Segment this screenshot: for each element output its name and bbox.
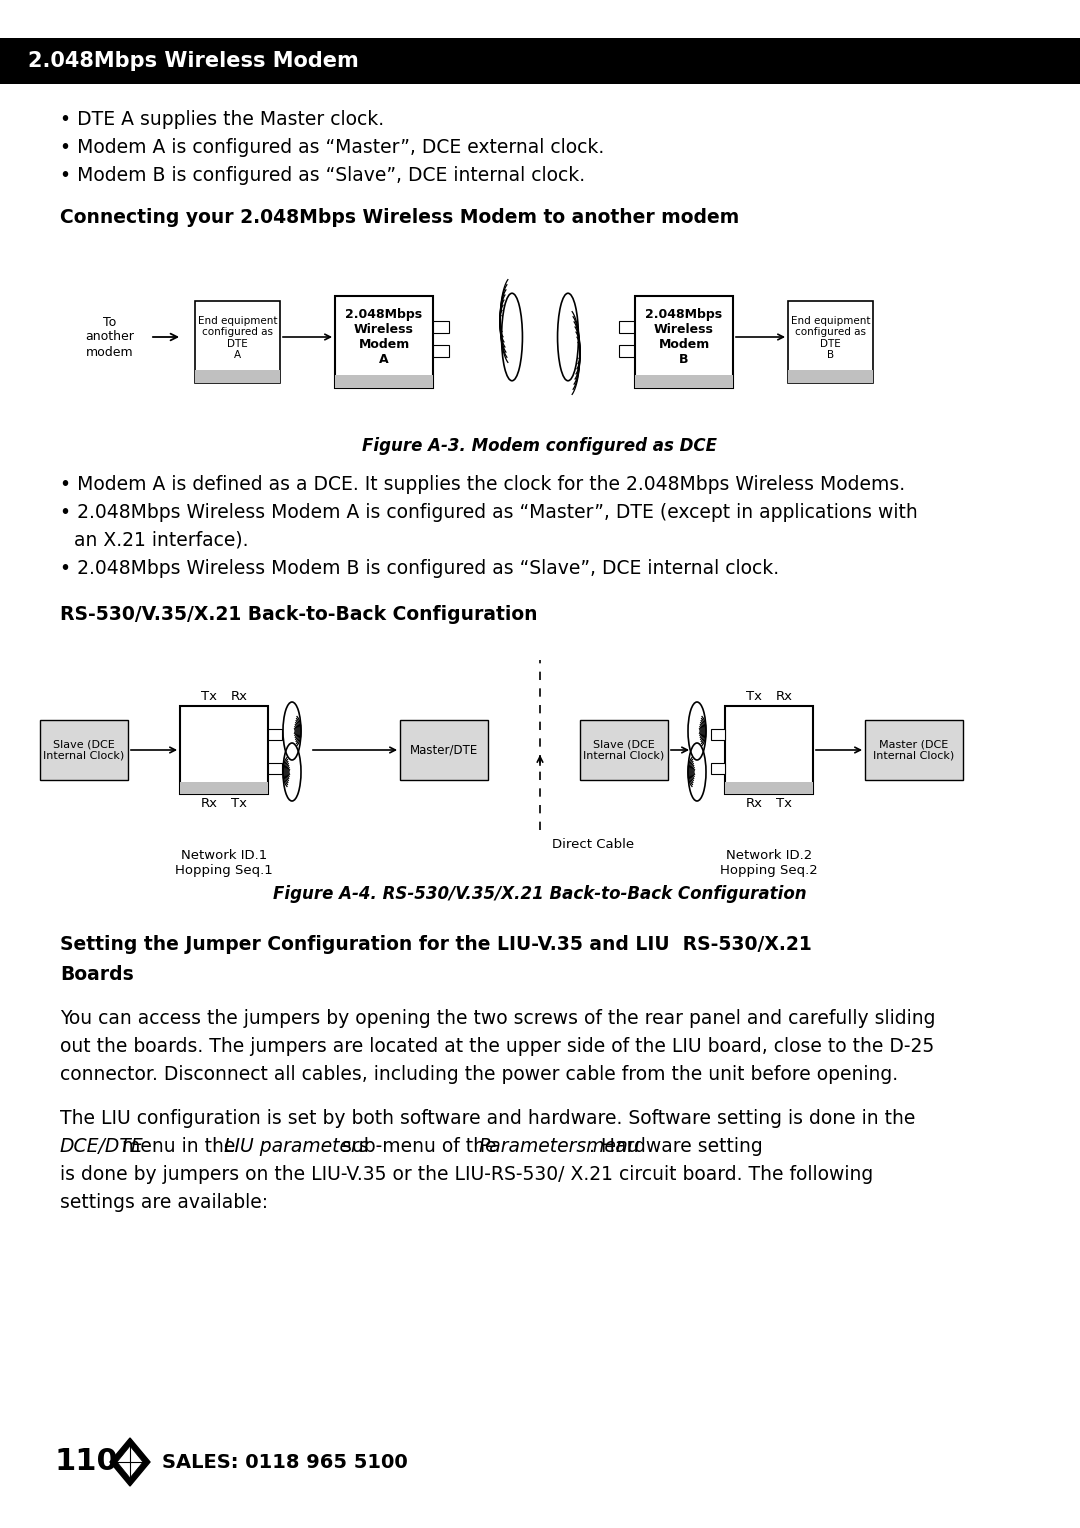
Text: menu in the: menu in the — [116, 1137, 241, 1157]
Bar — [180, 706, 268, 795]
Bar — [335, 374, 433, 388]
Bar — [619, 345, 635, 358]
Text: 2.048Mbps
Wireless
Modem
A: 2.048Mbps Wireless Modem A — [346, 309, 422, 367]
Text: • 2.048Mbps Wireless Modem B is configured as “Slave”, DCE internal clock.: • 2.048Mbps Wireless Modem B is configur… — [60, 559, 779, 578]
Bar — [268, 762, 282, 775]
Text: Network ID.1
Hopping Seq.1: Network ID.1 Hopping Seq.1 — [175, 850, 273, 877]
Text: Tx: Tx — [201, 691, 217, 703]
Polygon shape — [110, 1438, 150, 1487]
Bar — [788, 370, 873, 384]
Bar — [335, 296, 433, 388]
Text: End equipment
configured as
DTE
B: End equipment configured as DTE B — [791, 316, 870, 361]
Text: 2.048Mbps
Wireless
Modem
B: 2.048Mbps Wireless Modem B — [646, 309, 723, 367]
Bar — [433, 321, 449, 333]
Text: Rx: Rx — [775, 691, 793, 703]
Text: Slave (DCE
Internal Clock): Slave (DCE Internal Clock) — [43, 740, 124, 761]
Bar — [865, 720, 963, 779]
Text: Figure A-3. Modem configured as DCE: Figure A-3. Modem configured as DCE — [363, 437, 717, 455]
Text: Boards: Boards — [60, 966, 134, 984]
Text: • Modem A is configured as “Master”, DCE external clock.: • Modem A is configured as “Master”, DCE… — [60, 138, 604, 157]
Text: RS-530/V.35/X.21 Back-to-Back Configuration: RS-530/V.35/X.21 Back-to-Back Configurat… — [60, 605, 538, 623]
Text: 2.048Mbps Wireless Modem: 2.048Mbps Wireless Modem — [28, 50, 359, 70]
Text: Tx: Tx — [746, 691, 762, 703]
Text: SALES: 0118 965 5100: SALES: 0118 965 5100 — [162, 1453, 408, 1471]
Text: DCE/DTE: DCE/DTE — [60, 1137, 144, 1157]
Bar — [619, 321, 635, 333]
Text: The LIU configuration is set by both software and hardware. Software setting is : The LIU configuration is set by both sof… — [60, 1109, 916, 1128]
Bar — [635, 374, 733, 388]
Text: settings are available:: settings are available: — [60, 1193, 268, 1212]
Text: an X.21 interface).: an X.21 interface). — [75, 532, 248, 550]
Text: Parametersmenu: Parametersmenu — [478, 1137, 639, 1157]
Text: Master (DCE
Internal Clock): Master (DCE Internal Clock) — [874, 740, 955, 761]
Polygon shape — [117, 1445, 143, 1478]
Text: Tx: Tx — [775, 798, 792, 810]
Bar — [711, 729, 725, 740]
Text: • Modem B is configured as “Slave”, DCE internal clock.: • Modem B is configured as “Slave”, DCE … — [60, 167, 585, 185]
Text: • 2.048Mbps Wireless Modem A is configured as “Master”, DTE (except in applicati: • 2.048Mbps Wireless Modem A is configur… — [60, 503, 918, 523]
Bar — [195, 301, 280, 384]
Bar — [725, 706, 813, 795]
Text: • Modem A is defined as a DCE. It supplies the clock for the 2.048Mbps Wireless : • Modem A is defined as a DCE. It suppli… — [60, 475, 905, 494]
Bar — [195, 370, 280, 384]
Bar — [725, 782, 813, 795]
Text: . Hardware setting: . Hardware setting — [590, 1137, 764, 1157]
Text: Rx: Rx — [745, 798, 762, 810]
Text: • DTE A supplies the Master clock.: • DTE A supplies the Master clock. — [60, 110, 384, 128]
Text: sub-menu of the: sub-menu of the — [336, 1137, 502, 1157]
Text: You can access the jumpers by opening the two screws of the rear panel and caref: You can access the jumpers by opening th… — [60, 1008, 935, 1028]
Text: Rx: Rx — [201, 798, 217, 810]
Bar — [0, 38, 1080, 84]
Bar — [711, 762, 725, 775]
Text: To
another
modem: To another modem — [85, 315, 134, 359]
Text: Connecting your 2.048Mbps Wireless Modem to another modem: Connecting your 2.048Mbps Wireless Modem… — [60, 208, 739, 228]
Bar — [40, 720, 129, 779]
Text: Master/DTE: Master/DTE — [410, 744, 478, 756]
Bar — [788, 301, 873, 384]
Text: Rx: Rx — [230, 691, 247, 703]
Text: Direct Cable: Direct Cable — [552, 837, 634, 851]
Text: is done by jumpers on the LIU-V.35 or the LIU-RS-530/ X.21 circuit board. The fo: is done by jumpers on the LIU-V.35 or th… — [60, 1164, 874, 1184]
Bar — [580, 720, 669, 779]
Text: End equipment
configured as
DTE
A: End equipment configured as DTE A — [198, 316, 278, 361]
Text: Network ID.2
Hopping Seq.2: Network ID.2 Hopping Seq.2 — [720, 850, 818, 877]
Bar — [433, 345, 449, 358]
Text: out the boards. The jumpers are located at the upper side of the LIU board, clos: out the boards. The jumpers are located … — [60, 1038, 934, 1056]
Bar — [268, 729, 282, 740]
Text: Slave (DCE
Internal Clock): Slave (DCE Internal Clock) — [583, 740, 664, 761]
Bar — [400, 720, 488, 779]
Text: Tx: Tx — [231, 798, 247, 810]
Text: Setting the Jumper Configuration for the LIU-V.35 and LIU  RS-530/X.21: Setting the Jumper Configuration for the… — [60, 935, 812, 953]
Text: connector. Disconnect all cables, including the power cable from the unit before: connector. Disconnect all cables, includ… — [60, 1065, 899, 1083]
Text: 110: 110 — [55, 1447, 119, 1476]
Text: LIU parameters: LIU parameters — [225, 1137, 369, 1157]
Bar — [635, 296, 733, 388]
Bar — [180, 782, 268, 795]
Text: Figure A-4. RS-530/V.35/X.21 Back-to-Back Configuration: Figure A-4. RS-530/V.35/X.21 Back-to-Bac… — [273, 885, 807, 903]
